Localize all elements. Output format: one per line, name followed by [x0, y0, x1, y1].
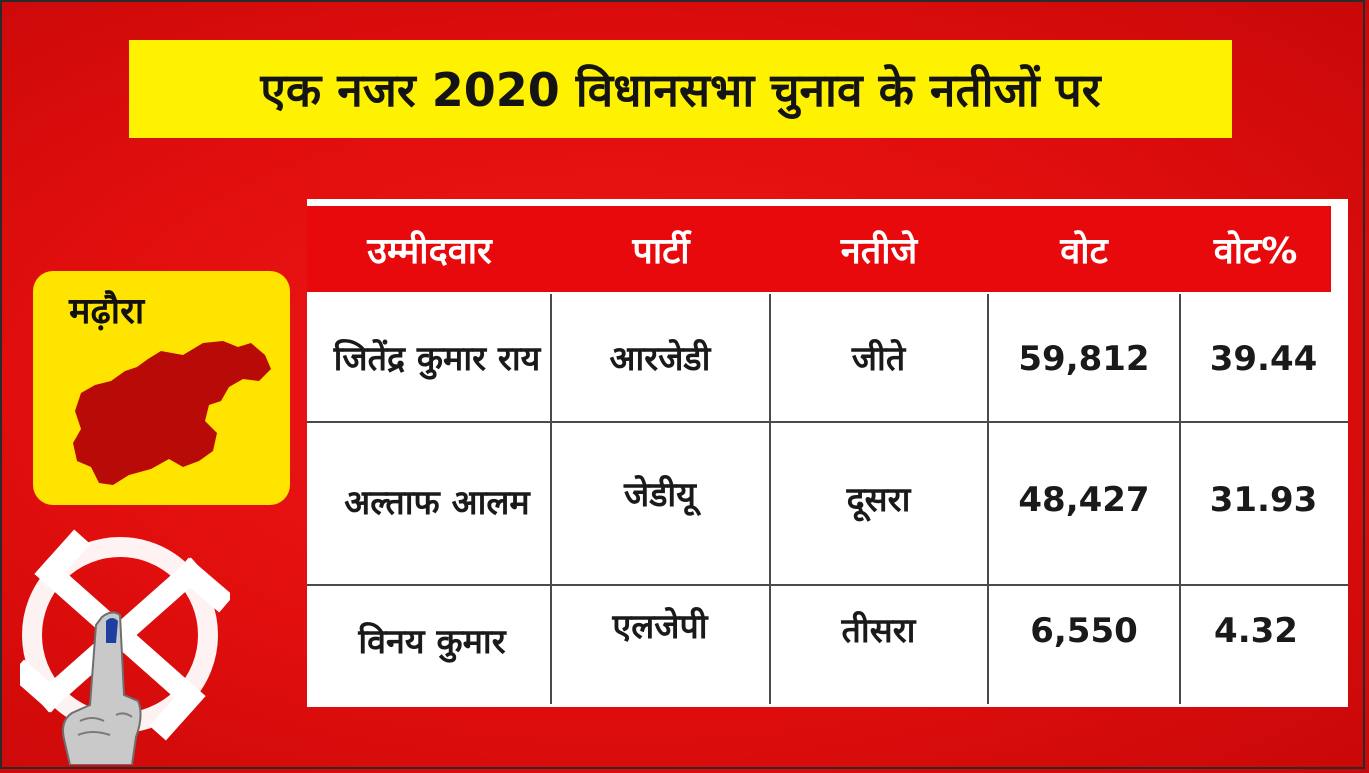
column-divider	[550, 294, 552, 704]
constituency-card: मढ़ौरा	[33, 271, 290, 505]
table-row-1-party: आरजेडी	[609, 338, 711, 379]
table-row-1-result: जीते	[851, 338, 906, 379]
title-banner: एक नजर 2020 विधानसभा चुनाव के नतीजों पर	[129, 40, 1232, 138]
header-candidate: उम्मीदवार	[367, 230, 492, 272]
table-row-2-votes: 48,427	[1018, 479, 1150, 520]
results-table: उम्मीदवार पार्टी नतीजे वोट वोट% जितेंद्र…	[307, 199, 1348, 707]
table-row-3-votes: 6,550	[1030, 610, 1138, 651]
constituency-name: मढ़ौरा	[69, 291, 145, 332]
header-votes: वोट	[1060, 230, 1108, 272]
table-row-1-votes: 59,812	[1018, 338, 1150, 379]
constituency-map-icon	[73, 341, 271, 485]
table-row-2-vote-percent: 31.93	[1209, 479, 1318, 520]
election-swastika-symbol-icon	[20, 529, 230, 765]
header-party: पार्टी	[632, 230, 690, 272]
row-divider	[307, 584, 1348, 586]
table-row-2-result: दूसरा	[846, 479, 911, 520]
page-title: एक नजर 2020 विधानसभा चुनाव के नतीजों पर	[260, 63, 1101, 117]
column-divider	[1179, 294, 1181, 704]
header-result: नतीजे	[840, 230, 918, 272]
column-divider	[769, 294, 771, 704]
table-row-3-result: तीसरा	[841, 610, 916, 651]
column-divider	[987, 294, 989, 704]
table-row-1-candidate: जितेंद्र कुमार राय	[333, 338, 541, 379]
table-row-2-party: जेडीयू	[624, 474, 696, 515]
table-row-3-candidate: विनय कुमार	[358, 621, 506, 662]
table-row-3-party: एलजेपी	[612, 606, 708, 647]
table-row-2-candidate: अल्ताफ आलम	[344, 483, 530, 524]
table-header-row: उम्मीदवार पार्टी नतीजे वोट वोट%	[307, 206, 1331, 292]
row-divider	[307, 421, 1348, 423]
table-row-1-vote-percent: 39.44	[1209, 338, 1318, 379]
inked-finger-icon	[62, 611, 142, 765]
table-row-3-vote-percent: 4.32	[1214, 610, 1298, 651]
header-vote-percent: वोट%	[1213, 230, 1298, 272]
